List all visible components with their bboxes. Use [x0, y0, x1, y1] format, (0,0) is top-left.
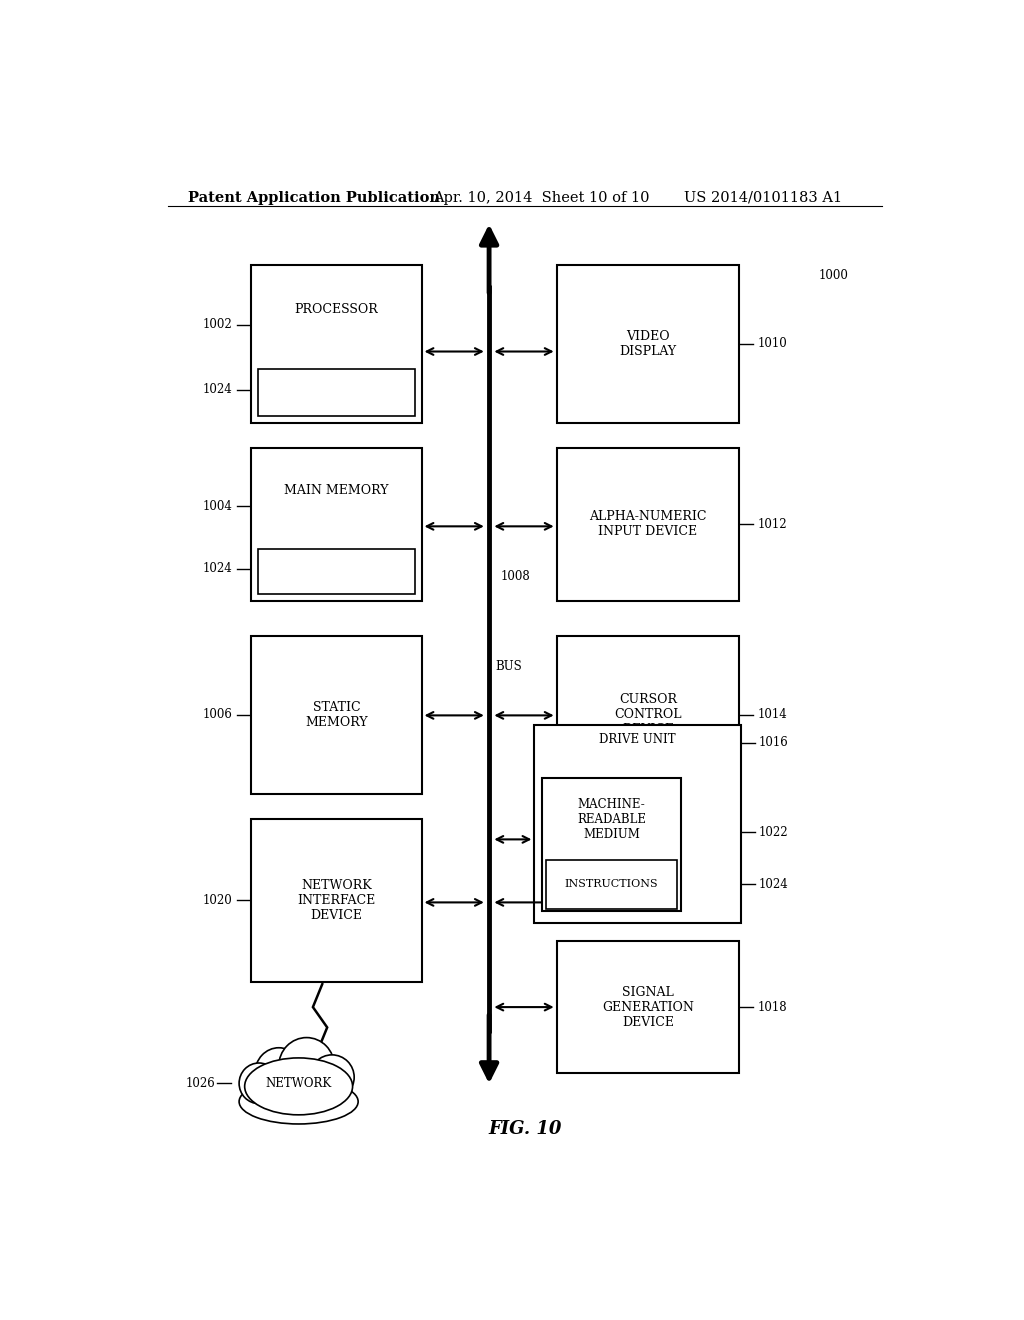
Text: 1004: 1004	[203, 499, 232, 512]
Bar	[557, 636, 739, 793]
Text: NETWORK
INTERFACE
DEVICE: NETWORK INTERFACE DEVICE	[297, 879, 376, 921]
Text: DRIVE UNIT: DRIVE UNIT	[599, 733, 676, 746]
Text: INSTRUCTIONS: INSTRUCTIONS	[565, 879, 658, 890]
Text: 1014: 1014	[758, 709, 787, 721]
Bar	[251, 447, 422, 601]
Text: 1024: 1024	[203, 562, 232, 576]
Text: ALPHA-NUMERIC
INPUT DEVICE: ALPHA-NUMERIC INPUT DEVICE	[589, 511, 707, 539]
Text: 1018: 1018	[758, 1001, 787, 1014]
Ellipse shape	[239, 1063, 279, 1104]
Text: 1008: 1008	[501, 570, 530, 583]
Ellipse shape	[309, 1055, 354, 1100]
Bar	[251, 265, 422, 422]
Text: Patent Application Publication: Patent Application Publication	[187, 191, 439, 205]
Text: CURSOR
CONTROL
DEVICE: CURSOR CONTROL DEVICE	[614, 693, 682, 737]
Bar	[543, 779, 681, 911]
Text: US 2014/0101183 A1: US 2014/0101183 A1	[684, 191, 842, 205]
Text: 1026: 1026	[185, 1077, 215, 1090]
Ellipse shape	[245, 1057, 352, 1115]
Bar	[557, 447, 739, 601]
Text: INSTRUCTIONS: INSTRUCTIONS	[287, 387, 386, 399]
Text: 1024: 1024	[759, 878, 788, 891]
Text: MACHINE-
READABLE
MEDIUM: MACHINE- READABLE MEDIUM	[578, 797, 646, 841]
Text: 1012: 1012	[758, 517, 787, 531]
Text: INSTRUCTIONS: INSTRUCTIONS	[287, 565, 386, 578]
Text: BUS: BUS	[496, 660, 522, 673]
Text: 1000: 1000	[818, 269, 848, 281]
Ellipse shape	[279, 1038, 334, 1094]
Text: VIDEO
DISPLAY: VIDEO DISPLAY	[620, 330, 677, 358]
Text: 1022: 1022	[759, 826, 788, 838]
Text: 1016: 1016	[759, 737, 788, 750]
Ellipse shape	[240, 1080, 358, 1123]
Ellipse shape	[255, 1048, 303, 1098]
Text: 1002: 1002	[203, 318, 232, 331]
Text: FIG. 10: FIG. 10	[488, 1121, 561, 1138]
Text: NETWORK: NETWORK	[265, 1077, 332, 1090]
Bar	[557, 265, 739, 422]
Text: Apr. 10, 2014  Sheet 10 of 10: Apr. 10, 2014 Sheet 10 of 10	[433, 191, 650, 205]
Bar	[546, 859, 677, 908]
Text: 1024: 1024	[203, 383, 232, 396]
Bar	[258, 370, 415, 416]
Bar	[557, 941, 739, 1073]
Text: 1020: 1020	[203, 894, 232, 907]
Text: 1010: 1010	[758, 338, 787, 350]
Text: PROCESSOR: PROCESSOR	[295, 302, 378, 315]
Bar	[258, 549, 415, 594]
Text: STATIC
MEMORY: STATIC MEMORY	[305, 701, 368, 729]
Bar	[251, 818, 422, 982]
Text: MAIN MEMORY: MAIN MEMORY	[284, 484, 388, 498]
Bar	[535, 725, 740, 923]
Bar	[251, 636, 422, 793]
Text: SIGNAL
GENERATION
DEVICE: SIGNAL GENERATION DEVICE	[602, 986, 693, 1028]
Text: 1006: 1006	[203, 709, 232, 721]
